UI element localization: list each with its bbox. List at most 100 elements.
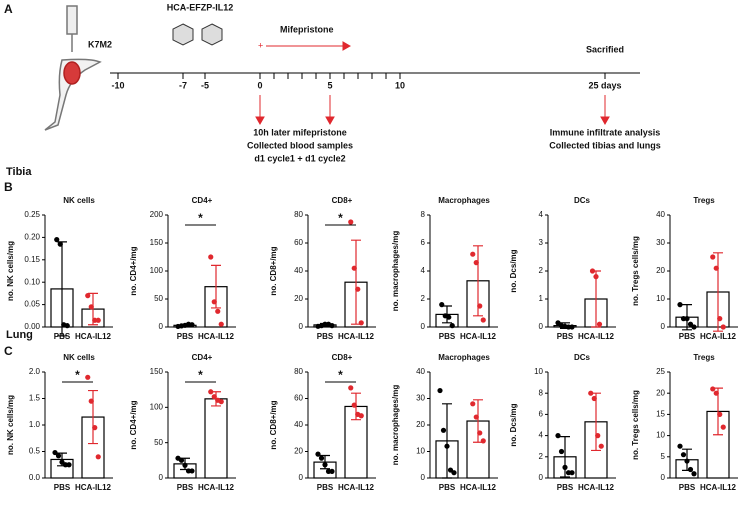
y-tick-label: 150 — [150, 238, 164, 247]
timeline-note: 10h later mifepristone — [253, 127, 347, 137]
y-tick-label: 3 — [539, 238, 544, 247]
y-tick-label: 4 — [421, 266, 426, 275]
data-point — [691, 324, 697, 330]
y-tick-label: 6 — [421, 238, 426, 247]
x-tick-label: HCA-IL12 — [75, 483, 112, 492]
data-point — [52, 449, 58, 456]
y-tick-label: 2 — [539, 266, 544, 275]
y-tick-label: 5 — [661, 452, 666, 461]
x-tick-label: HCA-IL12 — [338, 332, 375, 341]
chart-title: Tregs — [693, 353, 715, 362]
x-tick-label: PBS — [177, 483, 194, 492]
data-point — [593, 274, 599, 280]
data-point — [88, 398, 94, 404]
y-tick-label: 1.0 — [29, 420, 41, 429]
data-point — [189, 322, 195, 328]
y-tick-label: 0.00 — [24, 322, 40, 331]
data-point — [473, 260, 479, 266]
timeline-label: 0 — [257, 80, 262, 90]
data-point — [189, 468, 195, 474]
data-point — [473, 414, 479, 420]
x-tick-label: PBS — [439, 332, 456, 341]
mouse-leg-icon — [44, 5, 102, 131]
chart-title: CD8+ — [332, 353, 353, 362]
data-point — [562, 464, 568, 470]
y-tick-label: 20 — [294, 447, 303, 456]
y-tick-label: 20 — [656, 266, 665, 275]
data-point — [720, 424, 726, 430]
data-point — [85, 293, 91, 299]
timeline-note: Collected tibias and lungs — [549, 140, 661, 150]
y-axis-label: no. Tregs cells/mg — [631, 390, 640, 460]
data-point — [348, 385, 354, 391]
event-arrows — [255, 95, 610, 126]
data-point — [322, 462, 328, 468]
chart-title: DCs — [574, 196, 591, 205]
significance-mark: * — [338, 211, 343, 225]
data-point — [684, 316, 690, 322]
data-point — [329, 468, 335, 474]
x-tick-label: HCA-IL12 — [198, 332, 235, 341]
data-point — [677, 302, 683, 308]
x-tick-label: PBS — [679, 332, 696, 341]
y-tick-label: 8 — [539, 388, 544, 397]
x-tick-label: HCA-IL12 — [460, 332, 497, 341]
y-axis-label: no. NK cells/mg — [6, 395, 15, 455]
chart-title: CD4+ — [192, 353, 213, 362]
y-tick-label: 0.15 — [24, 255, 40, 264]
data-point — [588, 390, 594, 396]
data-point — [687, 321, 694, 327]
data-point — [92, 425, 98, 431]
data-point — [477, 430, 483, 436]
data-point — [64, 323, 70, 329]
x-tick-label: HCA-IL12 — [338, 483, 375, 492]
data-point — [451, 470, 457, 476]
y-tick-label: 1.5 — [29, 394, 41, 403]
data-point — [710, 254, 716, 260]
chart-title: Macrophages — [438, 353, 490, 362]
y-tick-label: 30 — [656, 238, 665, 247]
y-tick-label: 0 — [159, 322, 164, 331]
data-point — [444, 443, 450, 449]
timeline-text: HCA-EFZP-IL12 — [167, 2, 234, 12]
data-point — [449, 323, 455, 329]
y-axis-label: no. Tregs cells/mg — [631, 236, 640, 306]
x-tick-label: PBS — [439, 483, 456, 492]
data-point — [315, 451, 321, 457]
data-point — [687, 466, 694, 473]
data-point — [477, 303, 483, 309]
significance-mark: * — [198, 211, 203, 225]
data-point — [208, 389, 214, 395]
data-point — [555, 433, 561, 439]
y-tick-label: 100 — [150, 402, 164, 411]
data-point — [329, 323, 335, 329]
data-point — [215, 308, 221, 314]
data-point — [713, 390, 719, 396]
x-tick-label: HCA-IL12 — [578, 332, 615, 341]
y-tick-label: 40 — [294, 420, 303, 429]
x-tick-label: PBS — [317, 483, 334, 492]
row-label: Tibia — [6, 166, 32, 178]
data-point — [351, 402, 357, 408]
data-point — [446, 314, 452, 320]
data-point — [85, 374, 91, 380]
y-axis-label: no. NK cells/mg — [6, 241, 15, 301]
y-tick-label: 4 — [539, 431, 544, 440]
data-point — [211, 394, 217, 400]
virus-icons — [172, 23, 223, 46]
y-tick-label: 0.5 — [29, 447, 41, 456]
data-point — [569, 324, 575, 330]
data-point — [680, 452, 687, 458]
y-tick-label: 0 — [421, 473, 426, 482]
data-point — [569, 470, 575, 476]
y-tick-label: 50 — [154, 294, 163, 303]
data-point — [218, 321, 224, 327]
data-point — [720, 324, 726, 330]
x-tick-label: HCA-IL12 — [75, 332, 112, 341]
y-tick-label: 80 — [294, 210, 303, 219]
chart-title: NK cells — [63, 196, 95, 205]
y-tick-label: 40 — [656, 210, 665, 219]
timeline-label: -5 — [201, 80, 209, 90]
y-tick-label: 0 — [661, 473, 666, 482]
panel-label: A — [4, 2, 13, 16]
